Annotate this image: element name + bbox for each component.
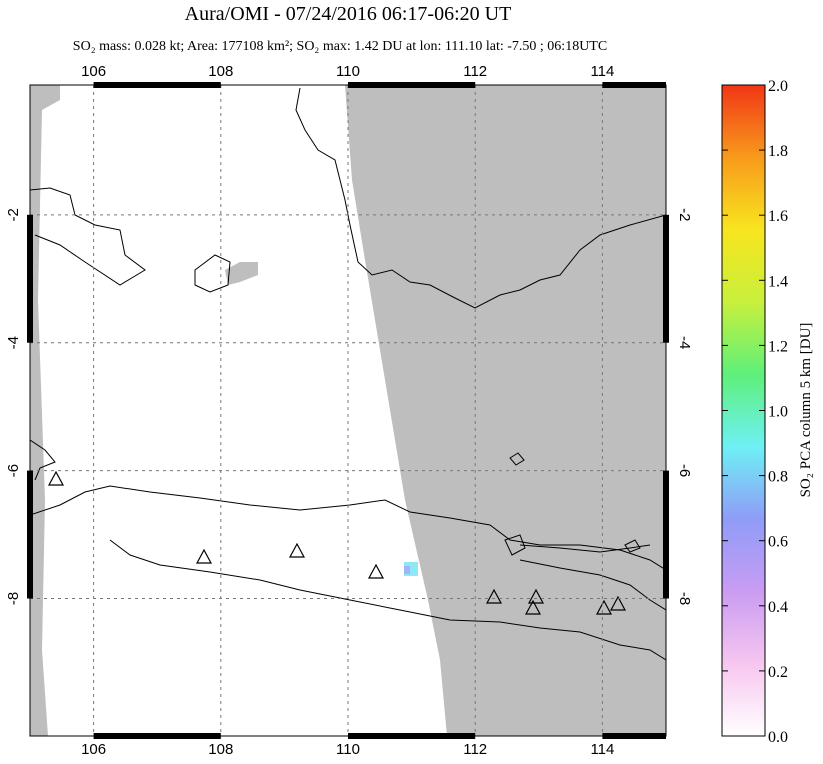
x-tick-label: 110: [336, 63, 360, 80]
subtitle: SO₂ mass: 0.028 kt; Area: 177108 km²; SO…: [73, 39, 607, 54]
colorbar-tick-label: 1.8: [768, 143, 788, 160]
frame-band: [93, 733, 221, 739]
frame-band: [663, 470, 669, 599]
y-tick-label: -8: [5, 592, 22, 605]
colorbar-tick-label: 2.0: [768, 78, 788, 95]
volcano-marker: [47, 470, 65, 486]
y-tick-label: -6: [676, 464, 693, 477]
frame-bands: [27, 82, 669, 739]
frame-band: [27, 470, 33, 599]
volcano-marker: [485, 588, 503, 604]
frame-band: [348, 82, 476, 88]
volcano-marker: [527, 588, 545, 604]
y-tick-label: -4: [5, 336, 22, 349]
colorbar-ticks: 0.0 0.2 0.4 0.6 0.8 1.0 1.2 1.4 1.6 1.8 2.0: [722, 78, 788, 746]
x-tick-label: 106: [81, 741, 106, 758]
colorbar-tick-label: 1.4: [768, 273, 788, 290]
colorbar-tick-label: 1.6: [768, 208, 788, 225]
colorbar-label: SO₂ PCA column 5 km [DU]: [798, 323, 814, 498]
colorbar: [721, 84, 766, 737]
no-data-area: [345, 85, 666, 736]
colorbar-tick-label: 0.0: [768, 729, 788, 746]
x-tick-label: 114: [590, 741, 614, 758]
colorbar-tick-label: 0.6: [768, 534, 788, 551]
frame-band: [93, 82, 221, 88]
x-tick-label: 114: [590, 63, 614, 80]
frame-band: [602, 82, 666, 88]
no-data-area: [30, 85, 60, 736]
volcano-marker: [609, 595, 627, 611]
colorbar-tick-label: 0.2: [768, 664, 788, 681]
no-data-area: [225, 262, 258, 285]
frame-band: [602, 733, 666, 739]
x-tick-label: 112: [463, 741, 487, 758]
x-tick-label: 110: [336, 741, 360, 758]
volcanoes: [47, 470, 627, 615]
y-tick-label: -8: [676, 592, 693, 605]
y-tick-label: -2: [5, 208, 22, 221]
colorbar-tick-label: 0.4: [768, 599, 788, 616]
colorbar-tick-label: 0.8: [768, 469, 788, 486]
x-tick-label: 112: [463, 63, 487, 80]
volcano-marker: [595, 599, 613, 615]
frame-band: [663, 214, 669, 343]
volcano-marker: [288, 542, 306, 558]
x-tick-label: 108: [208, 63, 233, 80]
colorbar-tick-label: 1.0: [768, 404, 788, 421]
volcano-marker: [367, 563, 385, 579]
colorbar-tick-label: 1.2: [768, 338, 788, 355]
y-tick-label: -6: [5, 464, 22, 477]
so2-pixel: [404, 566, 410, 574]
title: Aura/OMI - 07/24/2016 06:17-06:20 UT: [185, 3, 512, 25]
y-tick-label: -2: [676, 208, 693, 221]
x-tick-label: 108: [208, 741, 233, 758]
volcano-marker: [524, 599, 542, 615]
frame-band: [348, 733, 476, 739]
volcano-marker: [195, 548, 213, 564]
frame-band: [27, 214, 33, 343]
map-body: [30, 85, 666, 736]
y-tick-label: -4: [676, 336, 693, 349]
grid: [30, 85, 666, 736]
x-tick-label: 106: [81, 63, 106, 80]
